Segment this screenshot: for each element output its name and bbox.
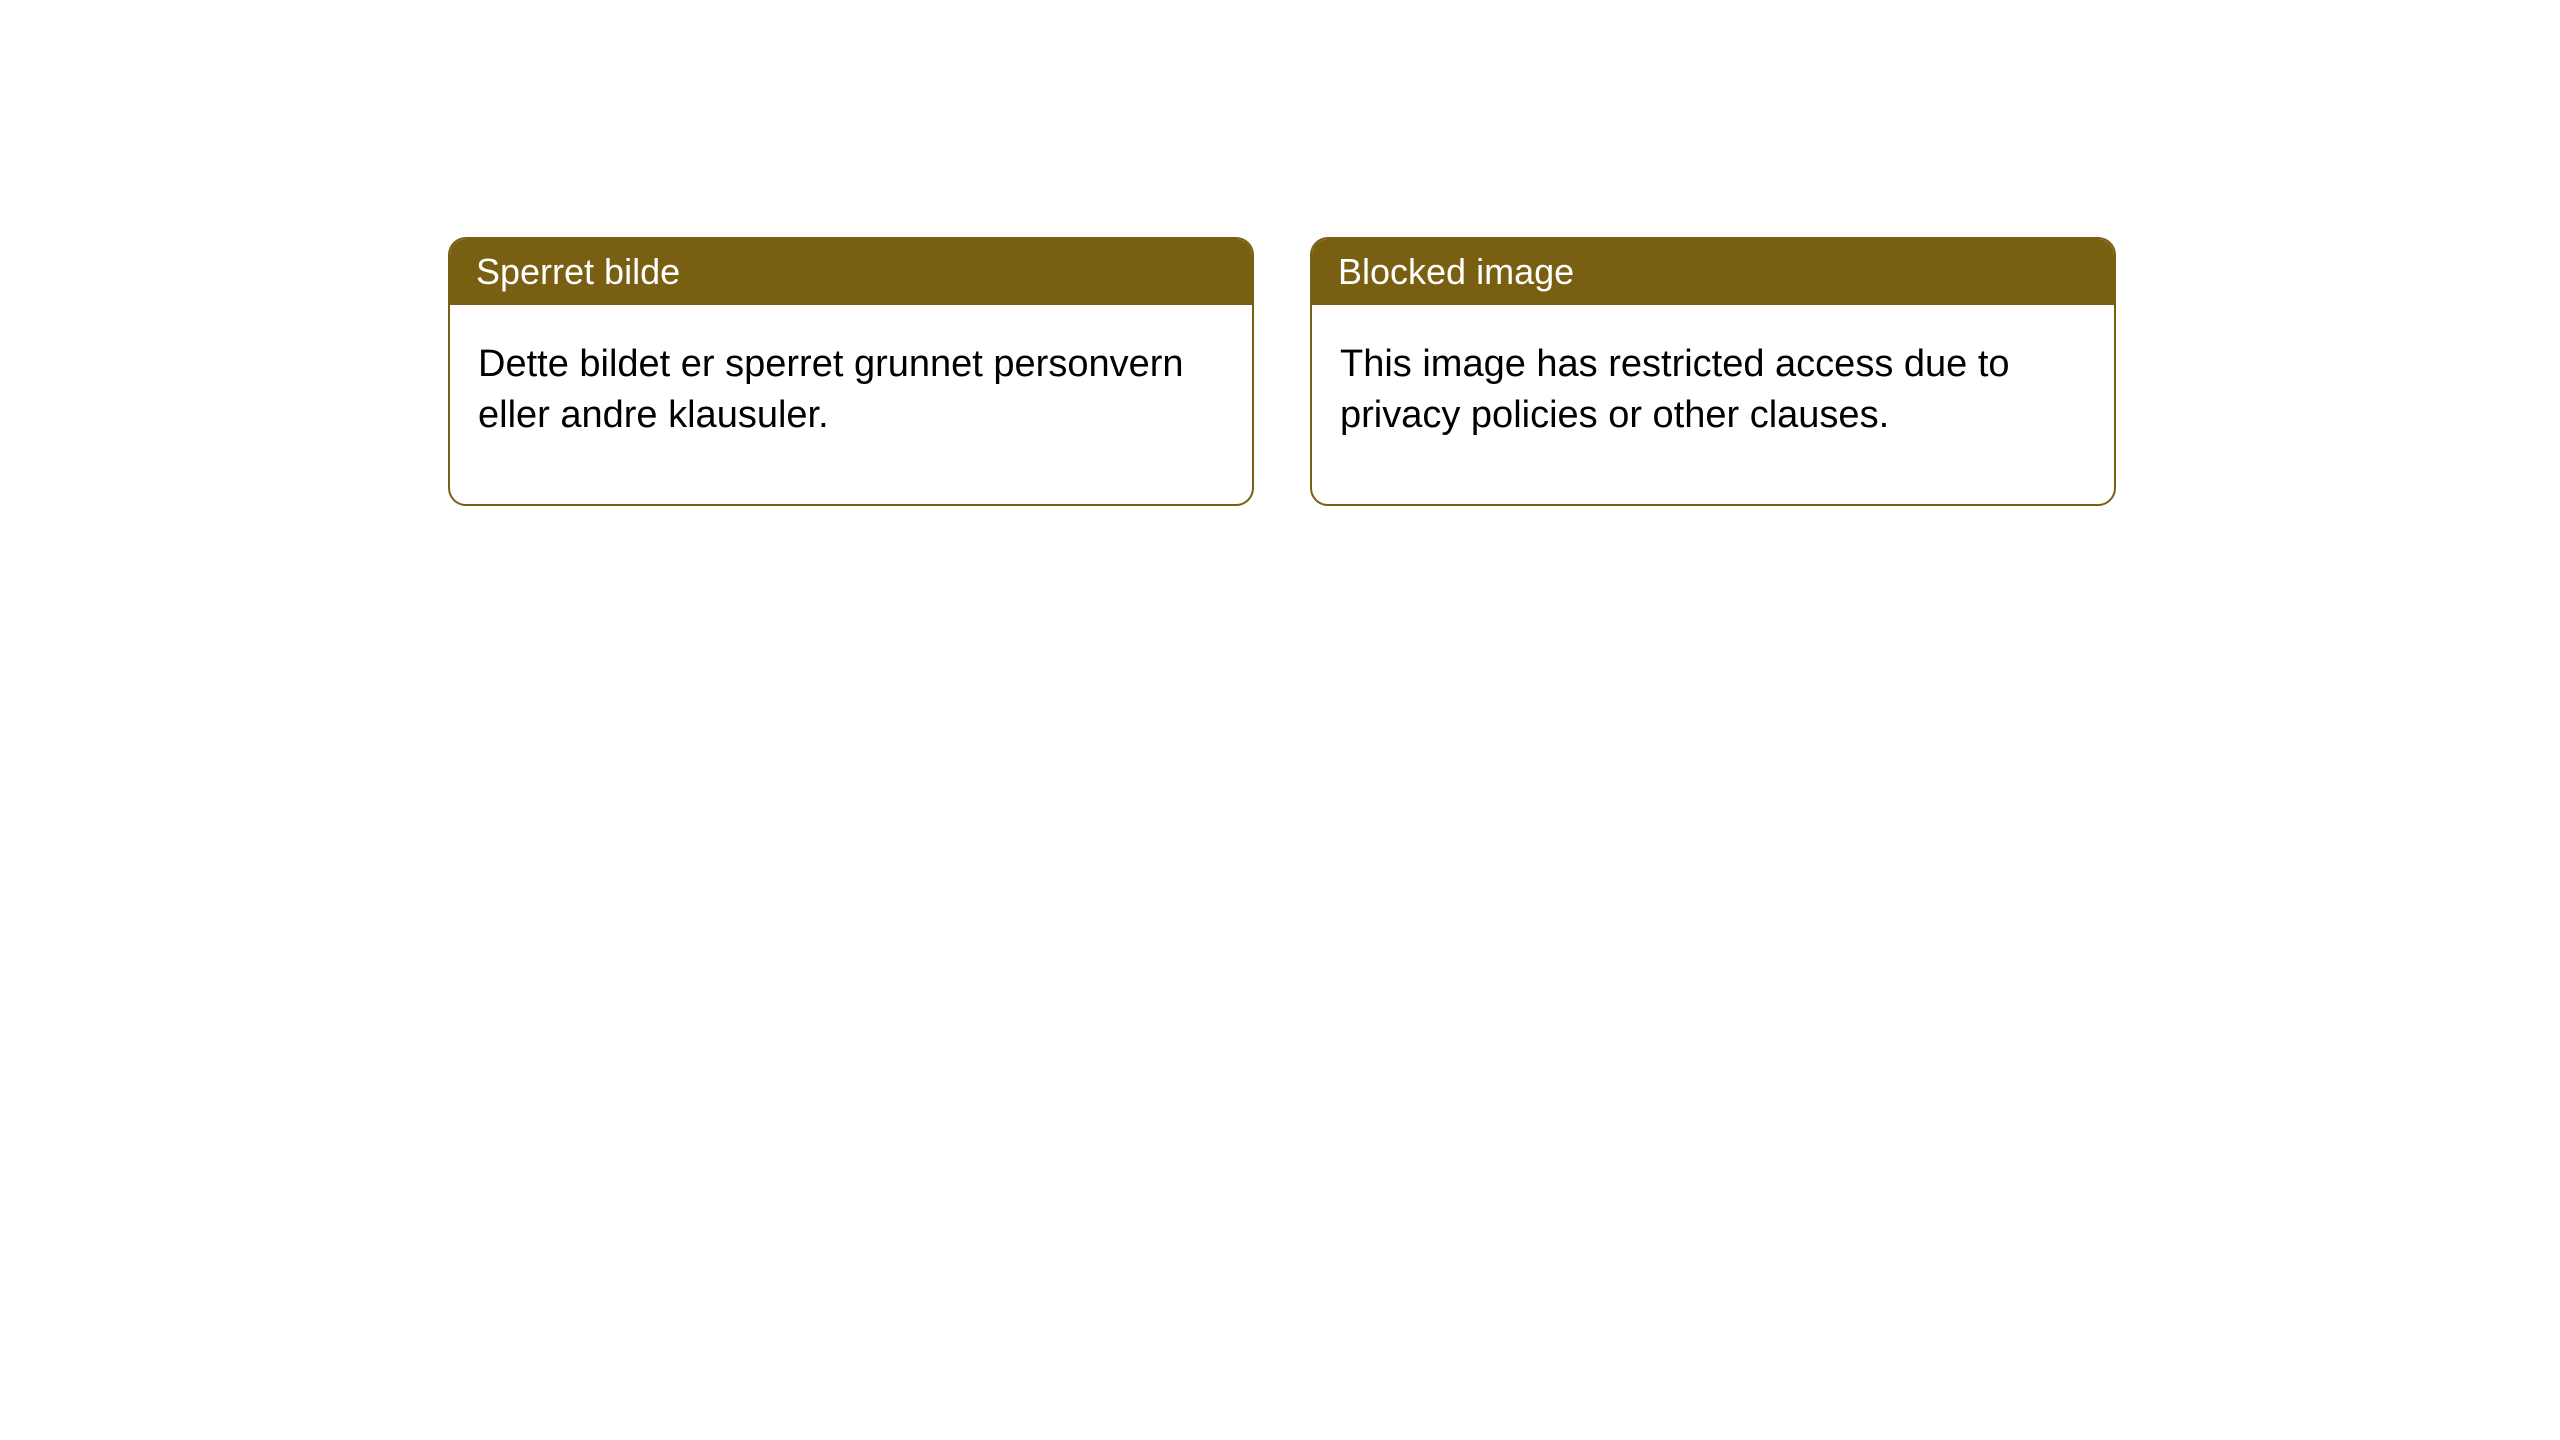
notice-cards-row: Sperret bilde Dette bildet er sperret gr… <box>448 237 2116 506</box>
blocked-image-card-en: Blocked image This image has restricted … <box>1310 237 2116 506</box>
card-title: Sperret bilde <box>476 251 680 292</box>
card-body: Dette bildet er sperret grunnet personve… <box>450 305 1252 504</box>
card-header: Sperret bilde <box>450 239 1252 305</box>
card-body-text: Dette bildet er sperret grunnet personve… <box>478 343 1184 436</box>
card-header: Blocked image <box>1312 239 2114 305</box>
blocked-image-card-no: Sperret bilde Dette bildet er sperret gr… <box>448 237 1254 506</box>
card-title: Blocked image <box>1338 251 1574 292</box>
card-body-text: This image has restricted access due to … <box>1340 343 2010 436</box>
card-body: This image has restricted access due to … <box>1312 305 2114 504</box>
